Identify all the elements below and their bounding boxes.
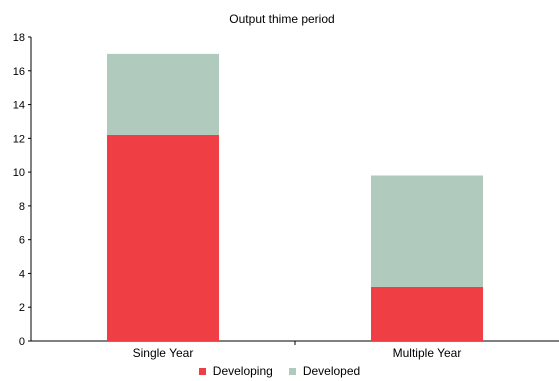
legend-swatch-developed [288,367,296,375]
x-tick-label: Single Year [133,346,194,360]
y-tick-label: 12 [13,133,25,145]
bars [107,53,483,341]
bar-developed-1 [107,53,219,135]
y-tick-label: 4 [19,268,25,280]
y-tick-label: 14 [13,100,25,112]
y-tick-label: 8 [19,201,25,213]
legend-label-developed: Developed [302,364,361,378]
y-tick-label: 6 [19,235,25,247]
y-tick-label: 16 [13,66,25,78]
bar-developing-2 [371,286,483,341]
bar-developed-2 [371,175,483,287]
y-tick-label: 10 [13,167,25,179]
legend-label-developing: Developing [212,364,273,378]
legend-swatch-developing [198,367,206,375]
bar-developing-1 [107,134,219,341]
y-tick-label: 18 [13,32,25,44]
chart-title: Output thime period [229,12,334,26]
y-tick-label: 0 [19,336,25,348]
y-axis: 0 2 4 6 8 10 12 14 16 18 [13,32,32,348]
y-tick-label: 2 [19,302,25,314]
legend-item-developed: Developed [288,364,361,378]
legend: Developing Developed [0,364,559,378]
x-tick-label: Multiple Year [393,346,462,360]
legend-item-developing: Developing [198,364,273,378]
